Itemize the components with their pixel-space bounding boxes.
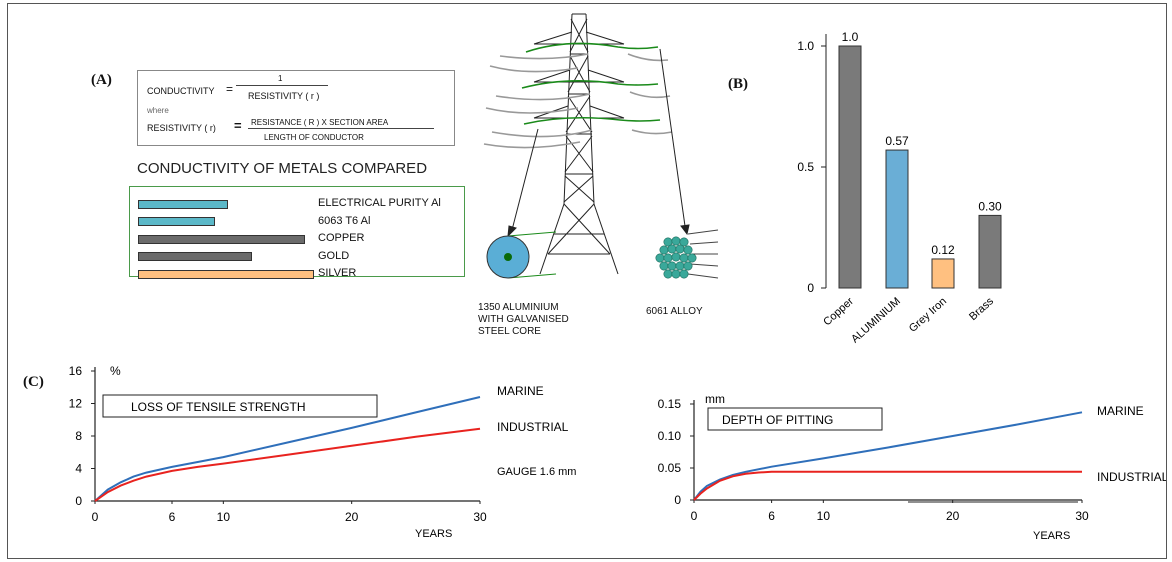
compare-bar-label: GOLD	[318, 249, 350, 262]
bar-value-label: 0.12	[931, 243, 955, 257]
compare-box: ELECTRICAL PURITY Al 6063 T6 Al COPPER GOLD…	[129, 186, 465, 279]
transmission-tower-illustration	[483, 13, 719, 279]
x-tick-label: 0	[92, 510, 99, 524]
formula-equals-1: =	[226, 82, 234, 96]
y-tick-label: 8	[75, 429, 82, 443]
tensile-strength-line-chart: 16 12 8 4 00 6 10 20 30 MARINE INDUSTRIAL% LOSS OF …	[69, 364, 577, 540]
tower-lattice	[533, 13, 625, 275]
y-tick-label: 4	[75, 462, 82, 476]
steel-core-caption-line-3: STEEL CORE	[478, 326, 541, 337]
y-tick-label: 0	[807, 281, 814, 295]
y-tick-label: 0	[75, 494, 82, 508]
chart-title: DEPTH OF PITTING	[722, 413, 833, 427]
y-axis-unit: %	[110, 364, 121, 378]
panel-b-label: (B)	[728, 76, 748, 92]
x-tick-label: 20	[946, 509, 960, 523]
callout-arrows	[507, 48, 690, 238]
steel-core-caption-line-1: 1350 ALUMINIUM	[478, 302, 559, 313]
panel-c-label: (C)	[23, 374, 44, 390]
formula-where: where	[147, 106, 169, 115]
series-line	[693, 411, 1083, 501]
overhead-cables	[483, 42, 673, 149]
x-tick-label: Copper	[821, 295, 856, 328]
panel-b-bar-chart: 1.0 0.5 0 1.0 Copper 0.57 ALUMINIUM 0.12 Grey Ir…	[797, 30, 1002, 346]
y-tick-label: 0.5	[797, 160, 814, 174]
compare-bar	[138, 199, 228, 209]
x-tick-label: 30	[1075, 509, 1089, 523]
series-label: MARINE	[497, 384, 544, 398]
series-line	[693, 470, 1082, 501]
x-axis-label: YEARS	[1033, 530, 1070, 542]
formula-denominator-2: LENGTH OF CONDUCTOR	[264, 133, 364, 142]
bar-value-label: 1.0	[842, 30, 859, 44]
series-label: MARINE	[1097, 404, 1144, 418]
x-tick-label: 6	[768, 509, 775, 523]
x-tick-label: 30	[473, 510, 487, 524]
x-tick-label: Brass	[967, 295, 996, 323]
x-tick-label: 6	[169, 510, 176, 524]
panel-a-label-text: (A)	[91, 72, 112, 88]
bar	[978, 214, 1002, 289]
y-axis-unit: mm	[705, 392, 725, 406]
y-tick-label: 0.10	[658, 429, 682, 443]
bar	[838, 45, 862, 289]
series-label: INDUSTRIAL	[1097, 470, 1167, 484]
x-tick-label: ALUMINIUM	[849, 295, 903, 345]
cable-cross-section-steel-core	[486, 231, 557, 279]
figure-frame: (A) CONDUCTIVITY = 1 RESISTIVITY ( r ) w…	[7, 3, 1167, 559]
compare-bar	[138, 234, 306, 244]
compare-bar-label: 6063 T6 Al	[318, 214, 371, 227]
bar	[885, 149, 909, 289]
y-tick-label: 0	[674, 493, 681, 507]
formula-resistivity: RESISTIVITY ( r)	[147, 123, 216, 133]
compare-bars: ELECTRICAL PURITY Al 6063 T6 Al COPPER GOLD…	[130, 187, 464, 279]
bar	[931, 258, 955, 289]
y-tick-label: 16	[69, 364, 83, 378]
cable-cross-section-alloy	[655, 229, 719, 279]
fraction-bar-1	[236, 85, 328, 86]
x-tick-label: 10	[817, 509, 831, 523]
bar-value-label: 0.30	[978, 199, 1002, 213]
x-tick-label: Grey Iron	[907, 295, 949, 335]
chart-title: LOSS OF TENSILE STRENGTH	[131, 400, 305, 414]
bar-value-label: 0.57	[885, 134, 909, 148]
series-line	[94, 427, 481, 502]
series-label: INDUSTRIAL	[497, 420, 569, 434]
chart-note: GAUGE 1.6 mm	[497, 466, 576, 478]
series-line	[94, 396, 481, 502]
alloy-caption: 6061 ALLOY	[646, 306, 703, 317]
formula-equals-2: =	[234, 118, 242, 133]
x-tick-label: 10	[217, 510, 231, 524]
chart-title-box	[102, 394, 378, 418]
x-axis-label: YEARS	[415, 528, 452, 540]
compare-bar	[138, 217, 216, 226]
formula-denominator: RESISTIVITY ( r )	[248, 91, 320, 101]
y-tick-label: 1.0	[797, 39, 814, 53]
x-tick-label: 20	[345, 510, 359, 524]
x-tick-label: 0	[691, 509, 698, 523]
fraction-bar-2	[248, 128, 434, 129]
steel-core-caption: 1350 ALUMINIUM WITH GALVANISED STEEL COR…	[478, 302, 569, 338]
compare-title: CONDUCTIVITY OF METALS COMPARED	[137, 160, 428, 177]
formula-conductivity: CONDUCTIVITY	[147, 86, 215, 96]
y-tick-label: 0.15	[658, 397, 682, 411]
formula-numerator-2: RESISTANCE ( R ) X SECTION AREA	[251, 118, 389, 127]
compare-bar-label: SILVER	[318, 267, 357, 279]
compare-bar	[138, 269, 314, 279]
y-tick-label: 12	[69, 397, 83, 411]
compare-bar	[138, 252, 253, 261]
steel-core-caption-line-2: WITH GALVANISED	[478, 314, 569, 325]
compare-bar-label: COPPER	[318, 232, 365, 244]
y-tick-label: 0.05	[658, 461, 682, 475]
formula-numerator: 1	[278, 74, 283, 83]
compare-bar-label: ELECTRICAL PURITY Al	[318, 197, 441, 209]
formula-box: CONDUCTIVITY = 1 RESISTIVITY ( r ) where…	[137, 70, 455, 146]
pitting-depth-line-chart: 0.15 0.10 0.05 00 6 10 20 30 MARINE INDUSTRIAL mm D…	[658, 392, 1167, 542]
chart-title-box	[707, 407, 883, 431]
